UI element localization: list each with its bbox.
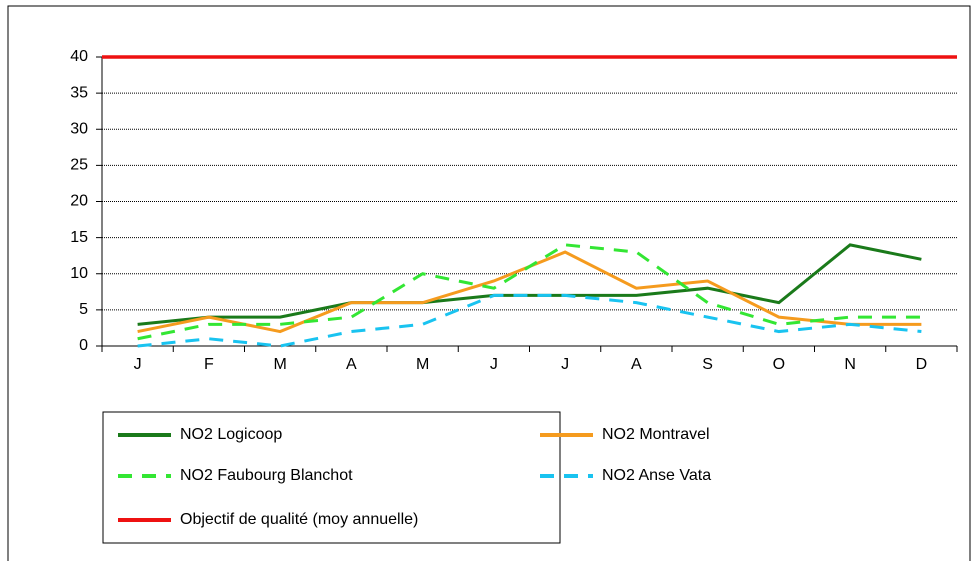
- legend-box: [102, 411, 561, 544]
- y-tick-label: 40: [70, 48, 88, 65]
- series-line: [137, 250, 922, 334]
- y-tick-label: 30: [70, 120, 88, 137]
- x-tick-label: A: [631, 356, 642, 373]
- y-tick-label: 35: [70, 84, 88, 101]
- x-tick-label: F: [204, 356, 214, 373]
- x-tick-label: O: [773, 356, 785, 373]
- series-line: [137, 243, 922, 341]
- y-tick-label: 25: [70, 157, 88, 174]
- series-line: [137, 293, 922, 348]
- legend-label: Objectif de qualité (moy annuelle): [180, 511, 418, 528]
- legend-label: NO2 Anse Vata: [602, 467, 711, 484]
- y-tick-label: 15: [70, 229, 88, 246]
- x-tick-label: D: [916, 356, 928, 373]
- x-tick-label: J: [561, 356, 569, 373]
- x-tick-label: M: [273, 356, 286, 373]
- legend-label: NO2 Montravel: [602, 426, 710, 443]
- y-tick-label: 5: [79, 301, 88, 318]
- legend-label: NO2 Faubourg Blanchot: [180, 467, 353, 484]
- x-tick-label: S: [702, 356, 713, 373]
- x-tick-label: M: [416, 356, 429, 373]
- legend-label: NO2 Logicoop: [180, 426, 282, 443]
- y-tick-label: 10: [70, 265, 88, 282]
- series-line: [137, 243, 922, 326]
- chart-frame: [7, 5, 971, 561]
- x-tick-label: N: [844, 356, 856, 373]
- y-tick-label: 20: [70, 193, 88, 210]
- x-tick-label: J: [134, 356, 142, 373]
- x-tick-label: A: [346, 356, 357, 373]
- y-tick-label: 0: [79, 337, 88, 354]
- x-tick-label: J: [490, 356, 498, 373]
